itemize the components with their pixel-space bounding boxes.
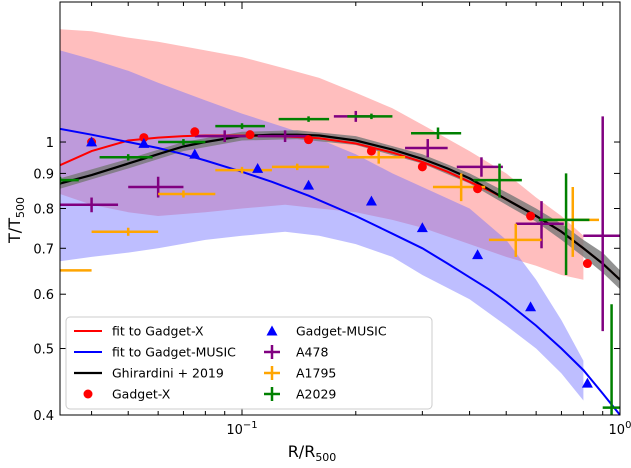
a478-point: [60, 197, 119, 213]
legend-entry: Ghirardini + 2019: [74, 366, 224, 381]
y-tick-label: 0.4: [33, 409, 54, 424]
observed-clusters: [60, 110, 620, 415]
x-tick-exponent: 0: [625, 420, 631, 431]
legend-handle-gadget-music: [266, 325, 278, 336]
a1795-point: [488, 223, 542, 257]
legend-box: [65, 316, 433, 410]
a478-point: [257, 130, 309, 143]
a1795-point: [91, 227, 159, 236]
a478-point: [405, 139, 448, 158]
a1795-point: [271, 163, 330, 171]
legend-label: Gadget-X: [112, 387, 171, 402]
gadget-music-point: [138, 138, 150, 148]
ghirardini-line: [60, 133, 620, 281]
gadget-x-point: [304, 135, 314, 145]
gadget-music-fit-line: [60, 127, 620, 415]
y-tick-label: 0.5: [33, 343, 54, 358]
a2029-point: [99, 154, 153, 161]
legend-entry: A2029: [264, 387, 336, 402]
gadget-x-point: [417, 162, 427, 172]
gadget-music-scatter-band: [60, 50, 584, 401]
gadget-music-point: [86, 136, 98, 147]
a2029-point: [347, 113, 393, 120]
gadget-x-point: [582, 259, 592, 269]
a1795-point: [347, 151, 406, 164]
legend-entry: Gadget-X: [83, 387, 171, 402]
gadget-music-point: [581, 377, 593, 388]
a2029-point: [278, 116, 330, 122]
a1795-point: [158, 190, 216, 198]
x-tick-exponent: −1: [243, 420, 258, 431]
legend-label: Gadget-MUSIC: [296, 324, 387, 339]
a478-point: [194, 130, 251, 143]
gadget-x-point: [526, 211, 536, 221]
a2029-point: [411, 127, 462, 140]
legend-label: fit to Gadget-MUSIC: [112, 345, 236, 360]
y-tick-label: 0.7: [33, 242, 54, 257]
y-axis-label: T/T500: [5, 197, 27, 244]
legend-entry: A1795: [264, 366, 336, 381]
legend-label: A478: [296, 345, 328, 360]
y-tick-label: 0.8: [33, 203, 54, 218]
legend-entry: Gadget-MUSIC: [266, 324, 387, 339]
legend-entry: fit to Gadget-MUSIC: [74, 345, 236, 360]
gadget-x-point: [190, 127, 200, 137]
gadget-x-point: [139, 133, 149, 143]
legend-entry: A478: [264, 345, 328, 360]
a478-point: [583, 116, 620, 332]
gadget-music-point: [472, 249, 484, 260]
y-tick-label: 0.9: [33, 167, 54, 182]
a2029-point: [60, 176, 79, 184]
gadget-x-point: [245, 130, 255, 140]
y-tick-label: 1: [46, 136, 54, 151]
simulation-points: [86, 127, 593, 388]
a1795-point: [215, 166, 272, 174]
legend: fit to Gadget-X fit to Gadget-MUSIC Ghirar…: [65, 316, 433, 410]
gadget-music-point: [416, 222, 428, 233]
gadget-music-point: [189, 148, 201, 159]
y-tick-label: 0.6: [33, 288, 54, 303]
legend-label: A2029: [296, 387, 336, 402]
a2029-point: [215, 123, 265, 129]
legend-label: A1795: [296, 366, 336, 381]
gadget-music-point: [365, 195, 377, 206]
legend-handle-gadget-x: [83, 389, 93, 399]
axis-ticks: 0.4 0.5 0.6 0.7 0.8 0.9 1 10−1 100: [33, 2, 631, 438]
x-tick-label: 10−1: [226, 420, 257, 438]
a2029-point: [538, 173, 590, 275]
gadget-x-scatter-band: [60, 29, 584, 280]
a2029-point: [473, 163, 522, 198]
scatter-bands: [60, 29, 620, 401]
legend-label: fit to Gadget-X: [112, 324, 204, 339]
legend-label: Ghirardini + 2019: [112, 366, 224, 381]
gadget-music-point: [303, 179, 315, 190]
a2029-point: [602, 304, 620, 415]
gadget-x-point: [473, 184, 483, 194]
gadget-x-point: [366, 146, 376, 156]
x-tick-label: 100: [609, 420, 631, 438]
a2029-point: [158, 139, 206, 146]
gadget-music-point: [525, 301, 537, 312]
a478-point: [456, 157, 503, 177]
legend-entry: fit to Gadget-X: [74, 324, 204, 339]
gadget-music-point: [252, 162, 264, 173]
x-axis-label: R/R500: [288, 442, 337, 464]
